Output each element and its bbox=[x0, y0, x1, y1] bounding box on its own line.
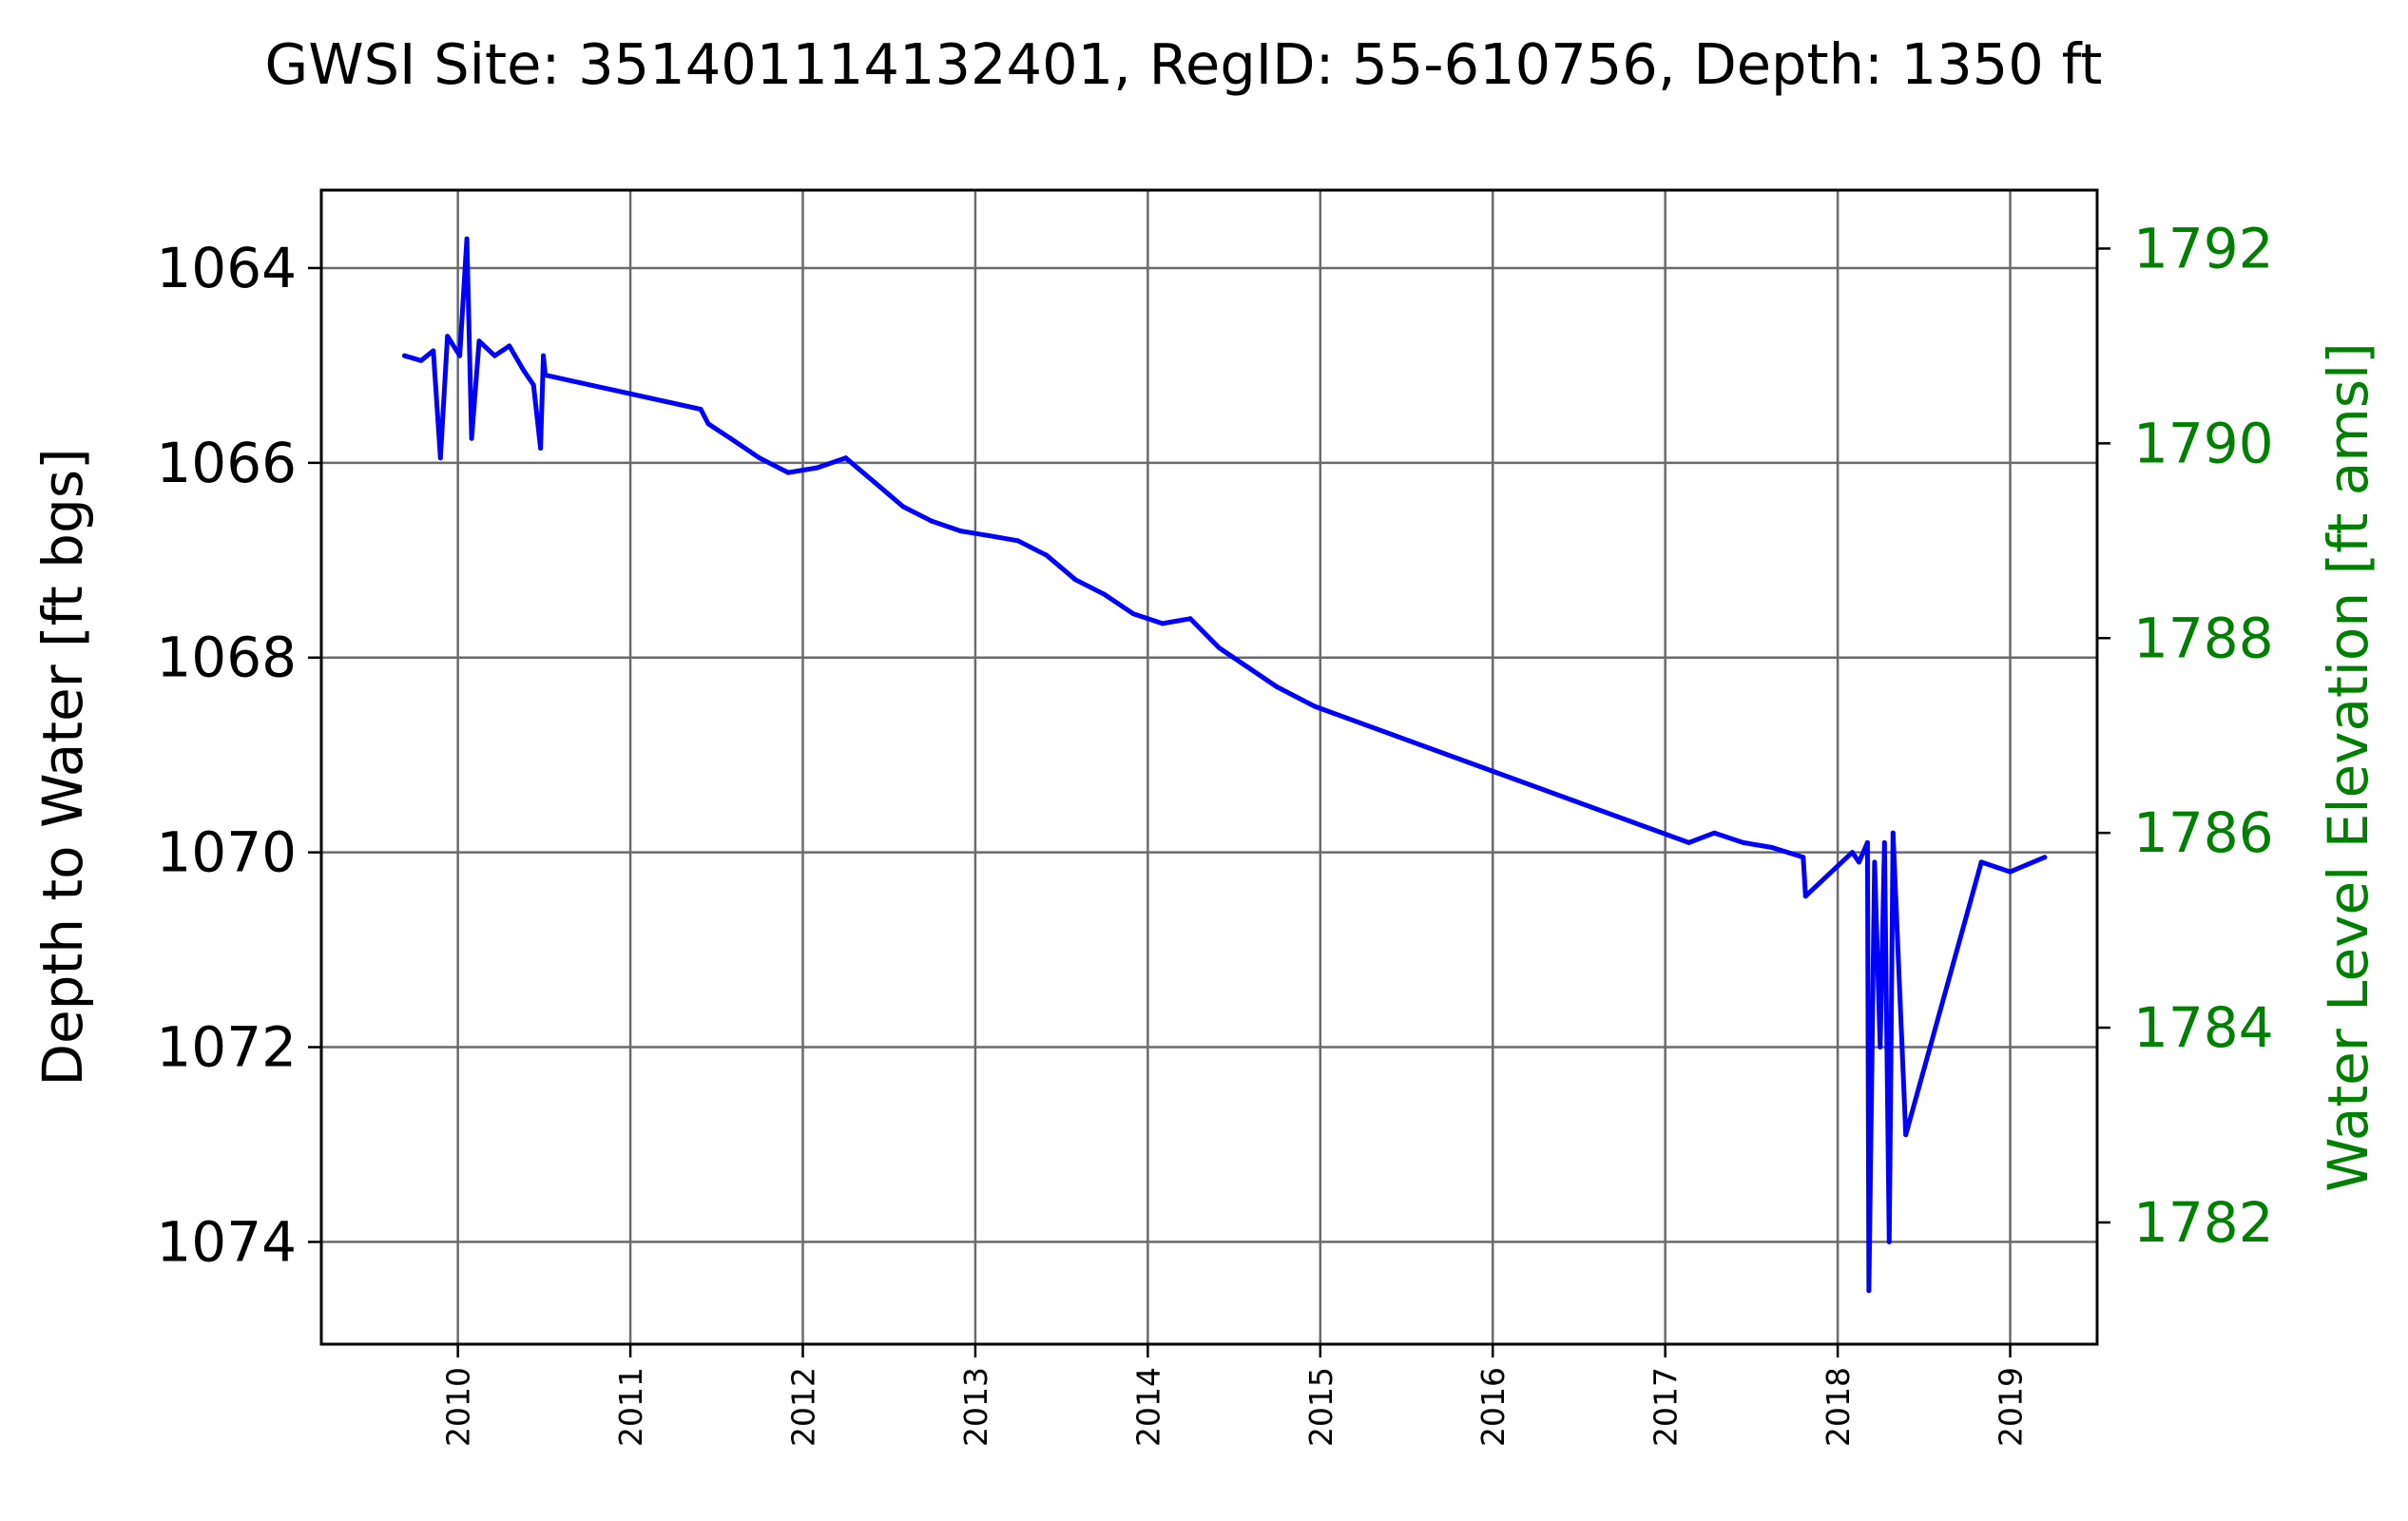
series-point bbox=[1711, 830, 1717, 836]
series-point bbox=[1741, 839, 1746, 845]
series-point bbox=[1872, 859, 1878, 865]
x-axis: 2010 2011 2012 2013 2014 2015 2016 2017 2018 2019 bbox=[440, 1344, 2030, 1447]
series-point bbox=[1890, 830, 1896, 836]
series-point bbox=[1903, 1132, 1909, 1138]
x-tick-label: 2011 bbox=[612, 1367, 649, 1447]
x-tick-label: 2016 bbox=[1474, 1367, 1512, 1447]
series-point bbox=[705, 421, 711, 427]
series-point bbox=[538, 446, 544, 451]
series-point bbox=[1044, 552, 1050, 558]
series-point bbox=[929, 518, 934, 524]
series-line bbox=[402, 236, 2048, 1294]
y-tick-label: 1070 bbox=[156, 820, 297, 885]
series-point bbox=[464, 236, 470, 241]
series-point bbox=[1245, 664, 1251, 670]
series-point bbox=[900, 504, 906, 510]
series-point bbox=[757, 455, 762, 461]
series-point bbox=[469, 435, 474, 441]
series-point bbox=[1802, 894, 1808, 899]
series-point bbox=[1864, 839, 1870, 845]
series-point bbox=[1216, 645, 1222, 650]
y2-tick-label: 1782 bbox=[2133, 1190, 2274, 1255]
x-tick-label: 2014 bbox=[1129, 1367, 1166, 1447]
series-point bbox=[1866, 1288, 1872, 1294]
y-tick-label: 1074 bbox=[156, 1209, 297, 1274]
x-tick-label: 2013 bbox=[957, 1367, 994, 1447]
series-point bbox=[445, 334, 451, 339]
series-layer bbox=[402, 236, 2048, 1294]
y-tick-label: 1064 bbox=[156, 236, 297, 300]
series-point bbox=[987, 533, 992, 539]
series-point bbox=[1881, 839, 1887, 845]
y2-tick-label: 1784 bbox=[2133, 995, 2274, 1060]
series-point bbox=[1769, 845, 1775, 850]
y2-tick-label: 1790 bbox=[2133, 411, 2274, 475]
series-point bbox=[1130, 611, 1136, 617]
series-point bbox=[872, 479, 877, 485]
series-point bbox=[491, 353, 497, 358]
series-point bbox=[476, 338, 482, 344]
y-tick-label: 1066 bbox=[156, 431, 297, 495]
series-point bbox=[843, 455, 849, 461]
series-point bbox=[418, 357, 424, 363]
x-tick-label: 2010 bbox=[440, 1367, 477, 1447]
series-point bbox=[402, 353, 407, 358]
y2-axis-label: Water Level Elevation [ft amsl] bbox=[2316, 342, 2380, 1191]
y2-tick-label: 1786 bbox=[2133, 800, 2274, 865]
plot-frame bbox=[319, 188, 2099, 1346]
series-point bbox=[815, 465, 820, 471]
series-point bbox=[530, 382, 536, 388]
x-tick-label: 2019 bbox=[1993, 1367, 2030, 1447]
series-point bbox=[698, 407, 703, 412]
chart-title: GWSI Site: 351401114132401, RegID: 55-61… bbox=[265, 31, 2103, 97]
y-axis-label: Depth to Water [ft bgs] bbox=[30, 448, 95, 1086]
series-point bbox=[2042, 855, 2048, 860]
x-tick-label: 2018 bbox=[1820, 1367, 1857, 1447]
x-tick-label: 2017 bbox=[1647, 1367, 1685, 1447]
series-point bbox=[1857, 859, 1861, 865]
series-point bbox=[521, 368, 527, 373]
series-point bbox=[1686, 839, 1691, 845]
series-point bbox=[1274, 684, 1280, 689]
series-point bbox=[1187, 616, 1193, 622]
series-point bbox=[1015, 538, 1021, 544]
y-tick-label: 1072 bbox=[156, 1015, 297, 1080]
y-tick-label: 1068 bbox=[156, 626, 297, 690]
series-point bbox=[1160, 621, 1165, 626]
series-point bbox=[507, 343, 512, 349]
series-point bbox=[541, 353, 547, 358]
y2-tick-label: 1788 bbox=[2133, 606, 2274, 670]
series-point bbox=[1102, 591, 1108, 597]
series-point bbox=[437, 455, 443, 461]
series-point bbox=[1886, 1239, 1892, 1244]
series-point bbox=[2008, 869, 2013, 875]
series-point bbox=[543, 373, 549, 378]
series-point bbox=[785, 470, 791, 475]
y-axis-right: 1792 1790 1788 1786 1784 1782 bbox=[2097, 216, 2274, 1255]
series-point bbox=[457, 353, 463, 358]
series-point bbox=[431, 348, 436, 354]
x-tick-label: 2012 bbox=[785, 1367, 822, 1447]
series-point bbox=[1850, 850, 1855, 856]
series-point bbox=[1978, 859, 1984, 865]
series-point bbox=[1878, 1045, 1883, 1049]
y2-tick-label: 1792 bbox=[2133, 216, 2274, 280]
series-point bbox=[728, 435, 733, 441]
series-point bbox=[1072, 577, 1078, 583]
series-point bbox=[1801, 855, 1806, 860]
x-tick-label: 2015 bbox=[1302, 1367, 1339, 1447]
series-point bbox=[958, 529, 964, 534]
grid bbox=[321, 190, 2097, 1344]
series-point bbox=[1312, 703, 1318, 709]
y-axis-left: 1064 1066 1068 1070 1072 1074 bbox=[156, 236, 321, 1274]
